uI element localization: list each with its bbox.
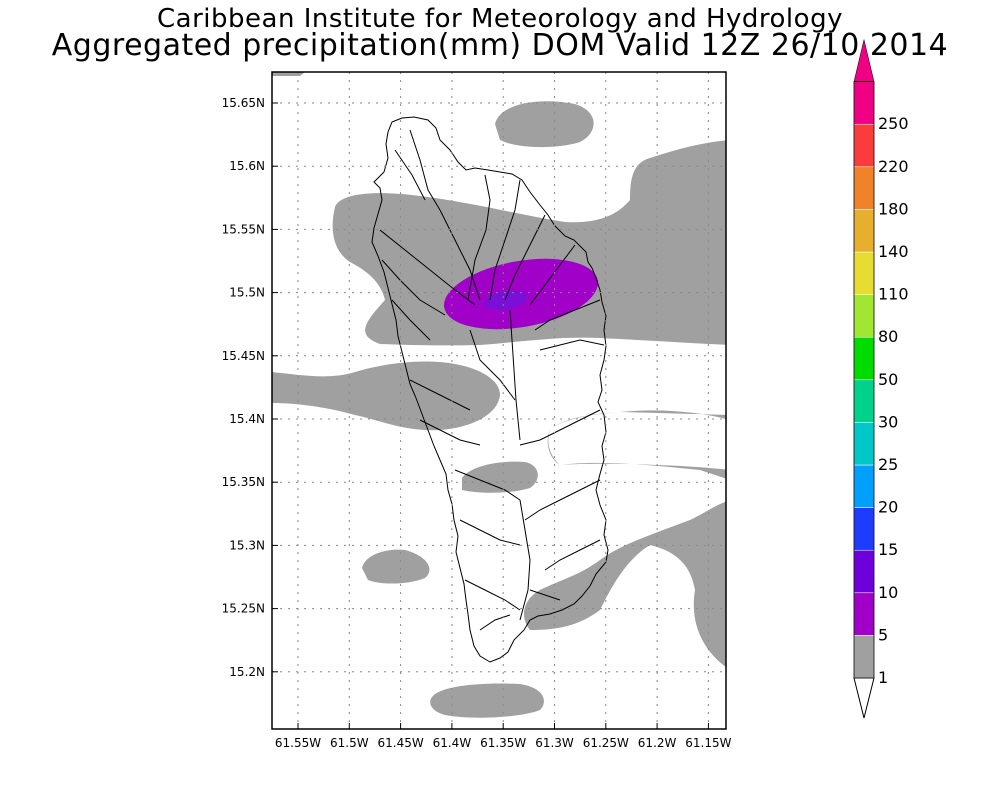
precip-area (332, 140, 726, 668)
lat-tick-label: 15.5N (229, 286, 265, 300)
colorbar-segment (853, 336, 875, 381)
lat-tick-label: 15.55N (222, 222, 265, 236)
colorbar-label: 220 (878, 157, 909, 176)
lat-tick-label: 15.3N (229, 538, 265, 552)
river-line (534, 299, 601, 331)
colorbar-segment (853, 251, 875, 295)
colorbar-segment (853, 81, 875, 125)
lat-tick-label: 15.35N (222, 475, 265, 489)
lat-tick-label: 15.4N (229, 412, 265, 426)
latitude-axis: 15.65N 15.6N 15.55N 15.5N 15.45N 15.4N 15.35N 1… (222, 96, 278, 679)
lat-tick-label: 15.45N (222, 349, 265, 363)
river-line (469, 329, 516, 401)
river-line (467, 174, 491, 301)
lon-tick-label: 61.2W (638, 736, 677, 750)
river-line (394, 149, 426, 201)
river-line (519, 499, 531, 621)
river-line (529, 244, 576, 306)
colorbar-segment (853, 166, 875, 210)
precip-area (362, 549, 430, 584)
precip-area (272, 72, 305, 76)
colorbar-label: 1 (878, 668, 888, 687)
colorbar-label: 5 (878, 625, 888, 644)
river-line (524, 479, 601, 521)
map-gridlines (272, 72, 726, 729)
lon-tick-label: 61.45W (377, 736, 423, 750)
river-line (509, 309, 521, 441)
river-network (379, 129, 605, 631)
colorbar-segment (853, 464, 875, 508)
river-line (489, 179, 521, 301)
river-line (419, 419, 481, 446)
colorbar-segment (853, 379, 875, 423)
chart-subtitle: Aggregated precipitation(mm) DOM Valid 1… (51, 28, 949, 63)
chart-title: Caribbean Institute for Meteorology and … (157, 4, 843, 34)
colorbar-segment (853, 209, 875, 253)
colorbar-label: 250 (878, 114, 909, 133)
lat-tick-label: 15.6N (229, 159, 265, 173)
river-line (381, 259, 446, 316)
colorbar-label: 80 (878, 327, 898, 346)
colorbar-label: 25 (878, 455, 898, 474)
lon-tick-label: 61.25W (583, 736, 629, 750)
precip-1-5mm-areas (272, 72, 726, 718)
precip-area (430, 683, 544, 718)
colorbar-segment (853, 422, 875, 466)
river-line (479, 614, 511, 631)
river-line (544, 539, 601, 571)
colorbar-outline (853, 81, 875, 679)
river-line (409, 379, 471, 411)
colorbar-segment (853, 592, 875, 636)
lat-tick-label: 15.25N (222, 602, 265, 616)
lon-tick-label: 61.55W (275, 736, 321, 750)
colorbar-label: 110 (878, 285, 909, 304)
colorbar-segment (853, 507, 875, 551)
colorbar-below-triangle (853, 677, 875, 719)
colorbar-label: 30 (878, 412, 898, 431)
lon-tick-label: 61.5W (330, 736, 369, 750)
colorbar-label: 180 (878, 199, 909, 218)
river-line (391, 299, 431, 341)
map-frame (271, 71, 727, 730)
colorbar-segment (853, 294, 875, 338)
precip-area (272, 361, 500, 431)
river-line (454, 469, 521, 501)
colorbar-label: 50 (878, 370, 898, 389)
map-plot-area (272, 72, 726, 718)
island-outline (371, 116, 609, 663)
precip-area (462, 461, 538, 493)
colorbar-label: 20 (878, 498, 898, 517)
river-line (379, 229, 476, 306)
lon-tick-label: 61.15W (685, 736, 731, 750)
river-line (529, 589, 561, 601)
river-line (409, 129, 441, 211)
river-line (459, 519, 521, 546)
river-line (439, 209, 481, 301)
river-line (504, 214, 546, 301)
river-line (464, 579, 521, 611)
colorbar-segment (853, 123, 875, 168)
lat-tick-label: 15.2N (229, 665, 265, 679)
river-line (539, 339, 605, 351)
colorbar-segment (853, 635, 875, 679)
precip-10-15mm-area (484, 290, 528, 310)
lon-tick-label: 61.3W (535, 736, 574, 750)
longitude-axis: 61.55W 61.5W 61.45W 61.4W 61.35W 61.3W 61.25W 6… (275, 723, 732, 750)
lon-tick-label: 61.4W (433, 736, 472, 750)
colorbar-above-triangle (853, 39, 875, 82)
colorbar-label: 10 (878, 583, 898, 602)
lat-tick-label: 15.65N (222, 96, 265, 110)
lon-tick-label: 61.35W (480, 736, 526, 750)
colorbar-label: 15 (878, 540, 898, 559)
colorbar-segment (853, 549, 875, 594)
river-line (519, 409, 601, 446)
precip-area (495, 101, 594, 148)
colorbar-label: 140 (878, 242, 909, 261)
